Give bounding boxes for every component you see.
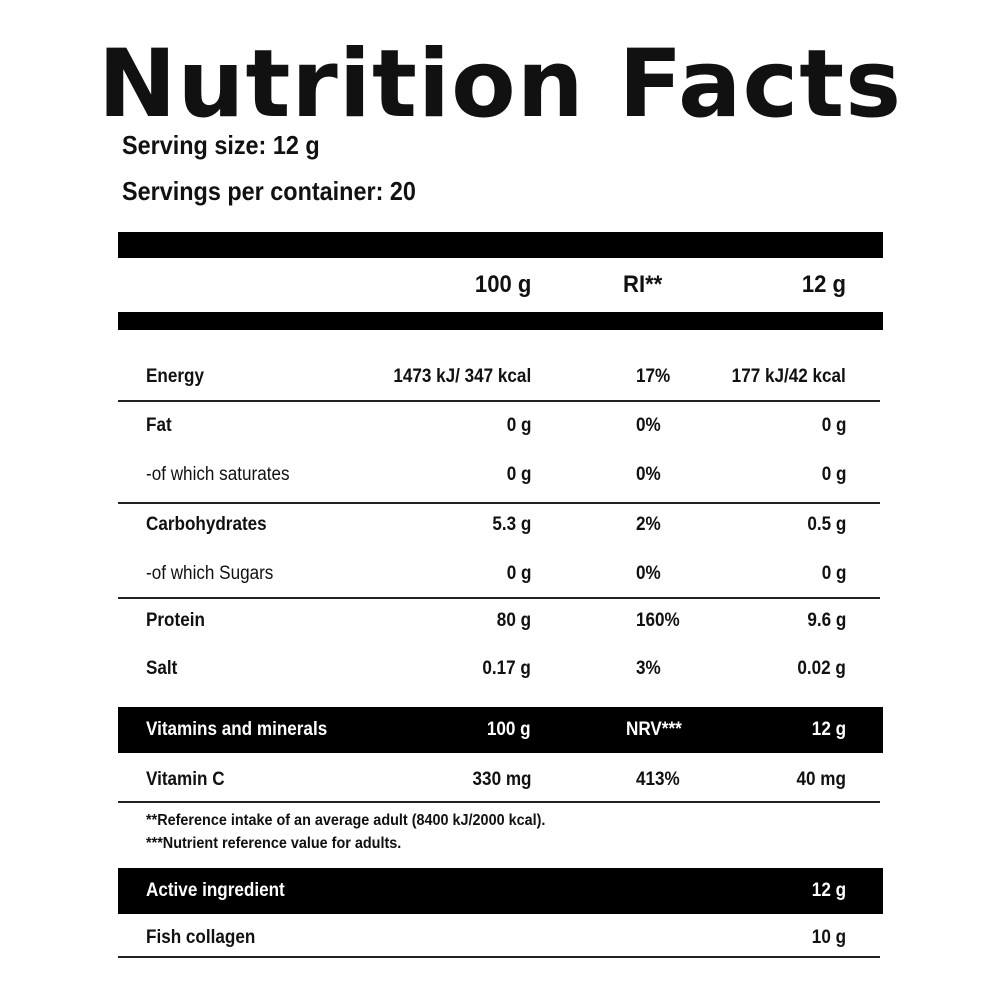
header-per-100g: 100 g (474, 271, 531, 298)
ingredient-name: Fish collagen (146, 927, 256, 948)
nutrient-per100: 0.17 g (482, 658, 531, 679)
nutrient-row-salt: Salt 0.17 g 3% 0.02 g (118, 646, 883, 692)
nutrient-row-saturates: -of which saturates 0 g 0% 0 g (118, 452, 883, 498)
vitamins-per12: 12 g (811, 719, 846, 740)
column-header: 100 g RI** 12 g (118, 258, 883, 312)
nutrient-nrv: 413% (636, 769, 680, 790)
nutrient-row-fat: Fat 0 g 0% 0 g (118, 403, 883, 449)
footnote-nrv: ***Nutrient reference value for adults. (146, 835, 402, 852)
nutrient-ri: 3% (636, 658, 661, 679)
servings-per-container: Servings per container: 20 (122, 176, 416, 206)
nutrient-per12: 0 g (821, 415, 846, 436)
nutrient-per100: 5.3 g (492, 514, 531, 535)
active-ingredient-label: Active ingredient (146, 880, 285, 901)
nutrient-per12: 40 mg (796, 769, 846, 790)
divider (118, 597, 880, 599)
thick-divider-header (118, 312, 883, 330)
nutrient-ri: 0% (636, 415, 661, 436)
nutrient-per100: 1473 kJ/ 347 kcal (393, 366, 531, 387)
nutrient-name: Carbohydrates (146, 514, 267, 535)
nutrient-row-protein: Protein 80 g 160% 9.6 g (118, 598, 883, 644)
page-title: Nutrition Facts (97, 30, 903, 139)
vitamins-per100: 100 g (487, 719, 531, 740)
nutrient-name: Salt (146, 658, 178, 679)
nutrient-per100: 0 g (506, 464, 531, 485)
nutrient-name: Protein (146, 610, 205, 631)
nutrient-per100: 80 g (496, 610, 531, 631)
nutrient-ri: 17% (636, 366, 671, 387)
nutrient-ri: 160% (636, 610, 680, 631)
nutrient-name: -of which Sugars (146, 563, 274, 584)
vitamins-header: Vitamins and minerals 100 g NRV*** 12 g (118, 707, 883, 753)
ingredient-per12: 10 g (811, 927, 846, 948)
nutrient-name: Energy (146, 366, 204, 387)
nutrient-ri: 2% (636, 514, 661, 535)
nutrient-per100: 0 g (506, 563, 531, 584)
divider (118, 502, 880, 504)
nutrient-per12: 177 kJ/42 kcal (731, 366, 846, 387)
nutrient-per12: 0 g (821, 563, 846, 584)
divider (118, 801, 880, 803)
nutrient-ri: 0% (636, 563, 661, 584)
nutrient-per12: 0 g (821, 464, 846, 485)
nutrient-per12: 0.5 g (807, 514, 846, 535)
active-ingredient-header: Active ingredient 12 g (118, 868, 883, 914)
nutrient-per100: 330 mg (472, 769, 531, 790)
nutrient-row-energy: Energy 1473 kJ/ 347 kcal 17% 177 kJ/42 k… (118, 354, 883, 400)
vitamins-label: Vitamins and minerals (146, 719, 328, 740)
serving-size: Serving size: 12 g (122, 130, 320, 160)
nutrient-row-vitamin-c: Vitamin C 330 mg 413% 40 mg (118, 757, 883, 803)
footnote-ri: **Reference intake of an average adult (… (146, 812, 546, 829)
nutrient-per100: 0 g (506, 415, 531, 436)
header-per-12g: 12 g (801, 271, 846, 298)
nutrient-name: Vitamin C (146, 769, 225, 790)
active-ingredient-per12: 12 g (811, 880, 846, 901)
vitamins-nrv: NRV*** (626, 719, 682, 740)
nutrient-row-carbohydrates: Carbohydrates 5.3 g 2% 0.5 g (118, 502, 883, 548)
nutrient-ri: 0% (636, 464, 661, 485)
thick-divider-top (118, 232, 883, 258)
ingredient-row-fish-collagen: Fish collagen 10 g (118, 915, 883, 961)
nutrient-name: Fat (146, 415, 172, 436)
nutrient-row-sugars: -of which Sugars 0 g 0% 0 g (118, 551, 883, 597)
divider (118, 400, 880, 402)
nutrient-name: -of which saturates (146, 464, 290, 485)
header-ri: RI** (623, 271, 663, 298)
nutrient-per12: 0.02 g (797, 658, 846, 679)
divider (118, 956, 880, 958)
nutrient-per12: 9.6 g (807, 610, 846, 631)
